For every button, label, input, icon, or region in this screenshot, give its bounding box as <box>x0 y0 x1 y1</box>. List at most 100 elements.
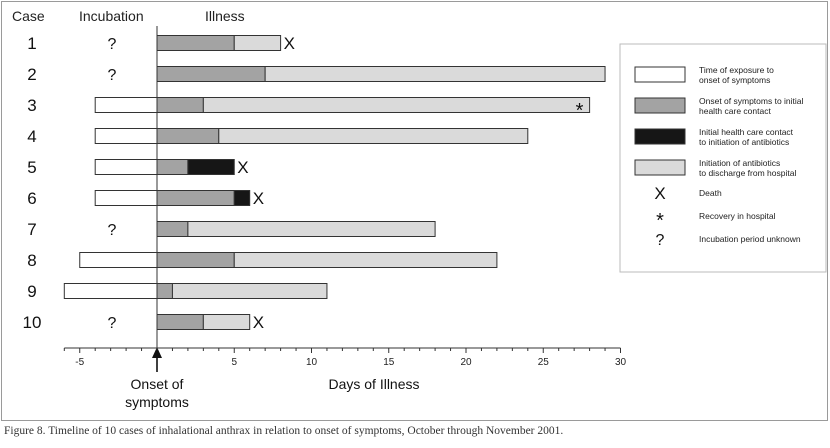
case-row-8: 8 <box>27 251 498 270</box>
exposure-bar <box>63 283 158 299</box>
onset-to-contact-bar <box>156 221 189 237</box>
legend-label-line1: Initiation of antibiotics <box>699 158 780 168</box>
case-row-4: 4 <box>27 127 529 146</box>
legend-symbol: ? <box>656 232 665 249</box>
contact-to-antibiotics-bar <box>233 190 251 206</box>
legend-label: Incubation period unknown <box>699 234 801 244</box>
onset-to-contact-bar <box>156 97 204 113</box>
legend-label: Death <box>699 188 722 198</box>
case-row-7: 7? <box>27 220 436 239</box>
recovery-mark: * <box>576 100 584 122</box>
case-number: 8 <box>27 251 36 270</box>
incubation-unknown-mark: ? <box>108 67 117 84</box>
antibiotics-to-discharge-bar <box>202 97 591 113</box>
onset-to-contact-bar <box>156 314 204 330</box>
case-number: 10 <box>23 313 42 332</box>
death-mark: X <box>253 189 264 208</box>
exposure-bar <box>79 252 158 268</box>
x-axis-title: Days of Illness <box>328 376 419 392</box>
legend-swatch <box>634 97 686 114</box>
death-mark: X <box>237 158 248 177</box>
case-number: 1 <box>27 34 36 53</box>
antibiotics-to-discharge-bar <box>187 221 436 237</box>
contact-to-antibiotics-bar <box>187 159 235 175</box>
onset-to-contact-bar <box>156 159 189 175</box>
death-mark: X <box>284 34 295 53</box>
incubation-unknown-mark: ? <box>108 36 117 53</box>
legend-label-line1: Onset of symptoms to initial <box>699 96 804 106</box>
exposure-bar <box>94 159 158 175</box>
onset-to-contact-bar <box>156 283 173 299</box>
legend-label-line1: Time of exposure to <box>699 65 774 75</box>
legend-item: ? Incubation period unknown <box>656 232 801 249</box>
case-row-1: 1? X <box>27 34 295 53</box>
figure-frame: Case Incubation Illness 1? X 2? 3 * 4 5 X 6 X 7? 8 9… <box>1 1 828 421</box>
x-tick-label: 30 <box>615 357 627 368</box>
header-illness: Illness <box>205 8 245 24</box>
legend-swatch <box>634 128 686 145</box>
onset-to-contact-bar <box>156 35 235 51</box>
legend-label-line2: onset of symptoms <box>699 75 770 85</box>
x-tick-label: 5 <box>231 357 237 368</box>
case-row-10: 10? X <box>23 313 265 332</box>
case-row-9: 9 <box>27 282 328 301</box>
case-number: 9 <box>27 282 36 301</box>
legend-item: * Recovery in hospital <box>656 210 776 232</box>
x-axis: -5 5 10 15 20 25 30 <box>63 347 627 368</box>
case-number: 4 <box>27 127 36 146</box>
antibiotics-to-discharge-bar <box>171 283 328 299</box>
legend-label-line2: health care contact <box>699 106 771 116</box>
x-tick-label: 15 <box>383 357 395 368</box>
x-tick-label: 25 <box>538 357 550 368</box>
onset-label-line1: Onset of <box>131 376 184 392</box>
legend-swatch <box>634 159 686 176</box>
timeline-chart: Case Incubation Illness 1? X2 ?3 *45 X6 X7 ?89… <box>12 8 827 410</box>
exposure-bar <box>94 190 158 206</box>
antibiotics-to-discharge-bar <box>202 314 251 330</box>
legend-label-line2: to discharge from hospital <box>699 168 796 178</box>
death-mark: X <box>253 313 264 332</box>
x-tick-label: 20 <box>460 357 472 368</box>
antibiotics-to-discharge-bar <box>218 128 529 144</box>
antibiotics-to-discharge-bar <box>264 66 606 82</box>
x-tick-label: 10 <box>306 357 318 368</box>
exposure-bar <box>94 128 158 144</box>
header-case: Case <box>12 8 45 24</box>
legend-symbol: * <box>656 210 664 232</box>
column-headers: Case Incubation Illness <box>12 8 245 24</box>
antibiotics-to-discharge-bar <box>233 252 498 268</box>
exposure-bar <box>94 97 158 113</box>
onset-to-contact-bar <box>156 190 235 206</box>
legend-label-line1: Initial health care contact <box>699 127 794 137</box>
legend-swatch <box>634 66 686 83</box>
header-incubation: Incubation <box>79 8 144 24</box>
case-row-2: 2? <box>27 65 606 84</box>
onset-arrow-icon <box>152 347 162 358</box>
case-number: 6 <box>27 189 36 208</box>
case-number: 2 <box>27 65 36 84</box>
figure-caption: Figure 8. Timeline of 10 cases of inhala… <box>4 425 564 437</box>
x-tick-label: -5 <box>75 357 84 368</box>
legend-item: X Death <box>654 184 722 203</box>
legend-label: Recovery in hospital <box>699 211 776 221</box>
case-number: 3 <box>27 96 36 115</box>
legend-symbol: X <box>654 184 665 203</box>
onset-to-contact-bar <box>156 66 266 82</box>
incubation-unknown-mark: ? <box>108 315 117 332</box>
onset-to-contact-bar <box>156 128 220 144</box>
case-row-3: 3 * <box>27 96 591 122</box>
legend-label-line2: to initiation of antibiotics <box>699 137 789 147</box>
case-number: 5 <box>27 158 36 177</box>
onset-marker: Onset of symptoms <box>125 347 189 410</box>
case-number: 7 <box>27 220 36 239</box>
antibiotics-to-discharge-bar <box>233 35 282 51</box>
onset-label-line2: symptoms <box>125 394 189 410</box>
